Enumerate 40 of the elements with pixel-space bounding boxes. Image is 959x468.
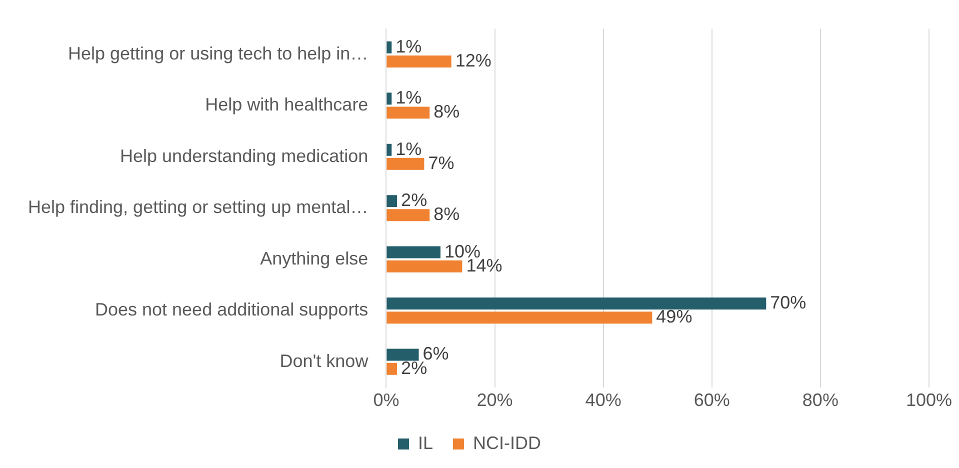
bar [386, 260, 462, 272]
bar [386, 195, 398, 208]
y-tick-label: Help finding, getting or setting up mental… [28, 197, 368, 218]
bar [386, 158, 424, 170]
y-tick-label: Help getting or using tech to help in… [68, 43, 368, 64]
bar [386, 348, 419, 361]
legend-label: NCI-IDD [473, 432, 542, 453]
data-label: 1% [396, 138, 422, 159]
x-tick-label: 100% [906, 390, 952, 410]
data-label: 6% [422, 344, 449, 364]
x-tick-label: 0% [373, 390, 400, 410]
x-tick-label: 40% [585, 390, 622, 410]
data-label: 7% [428, 152, 454, 173]
x-tick-label: 20% [476, 390, 513, 410]
bar [386, 298, 766, 310]
data-label: 1% [396, 88, 422, 108]
x-tick-label: 80% [802, 390, 838, 410]
y-tick-label: Help understanding medication [120, 146, 368, 166]
data-label: 8% [434, 204, 460, 224]
legend-label: IL [418, 432, 434, 453]
data-label: 49% [656, 306, 692, 327]
data-label: 8% [434, 102, 460, 122]
bar [386, 92, 392, 105]
bar [386, 209, 430, 222]
data-label: 2% [401, 190, 428, 210]
bar [386, 362, 398, 375]
bar [386, 55, 452, 68]
data-label: 12% [455, 50, 492, 70]
bar [386, 312, 652, 324]
y-tick-label: Don't know [280, 350, 370, 371]
x-tick-label: 60% [694, 390, 730, 410]
bar [386, 106, 430, 119]
bar [386, 246, 440, 258]
data-label: 1% [396, 36, 422, 56]
y-tick-label: Does not need additional supports [94, 300, 368, 320]
bar [386, 144, 392, 156]
y-tick-label: Help with healthcare [205, 94, 368, 115]
y-tick-label: Anything else [260, 248, 368, 268]
data-label: 70% [770, 292, 806, 312]
bar [386, 41, 392, 54]
